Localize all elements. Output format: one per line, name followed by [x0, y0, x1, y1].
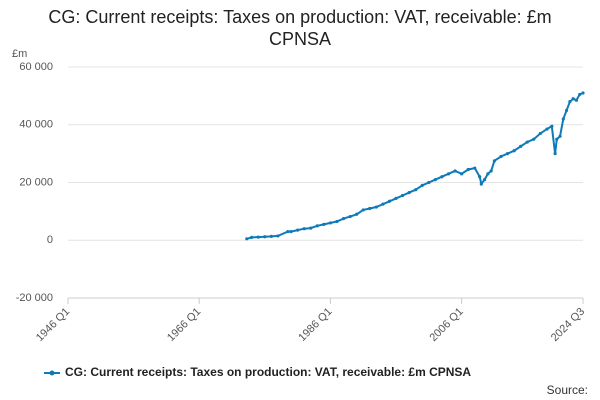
data-point [525, 140, 529, 144]
data-point [355, 212, 359, 216]
y-tick-label: 0 [47, 234, 53, 246]
data-point [512, 149, 516, 153]
data-point [519, 144, 523, 149]
data-point [361, 208, 365, 212]
data-point [289, 229, 293, 234]
x-tick-label: 1966 Q1 [165, 306, 203, 344]
data-point [263, 235, 267, 239]
data-point [256, 235, 260, 239]
y-tick-label: 20 000 [19, 176, 53, 188]
data-point [309, 226, 313, 230]
data-point [479, 182, 483, 186]
data-point [478, 175, 482, 179]
data-point [394, 196, 398, 200]
data-point [250, 235, 254, 239]
data-point [538, 131, 542, 136]
data-point [581, 91, 585, 95]
data-point [460, 172, 464, 176]
data-point [245, 237, 249, 241]
data-point [296, 228, 300, 232]
data-point [420, 183, 424, 187]
x-tick-label: 2006 Q1 [427, 306, 465, 344]
data-point [482, 178, 487, 182]
data-point [374, 205, 378, 209]
data-point [466, 167, 470, 172]
data-point [489, 169, 493, 173]
data-point [453, 169, 457, 173]
legend-marker [49, 370, 55, 376]
data-point [427, 180, 431, 185]
data-point [561, 117, 565, 121]
data-point [414, 188, 418, 192]
data-point [492, 159, 497, 163]
data-point [348, 214, 352, 219]
data-point [387, 199, 392, 203]
data-point [545, 127, 549, 131]
data-point [550, 124, 554, 128]
data-point [558, 134, 562, 138]
data-point [368, 206, 372, 211]
data-point [328, 221, 333, 225]
x-tick-label: 2024 Q3 [549, 306, 587, 344]
y-tick-label: 60 000 [19, 61, 53, 73]
data-point [335, 219, 339, 224]
data-point [407, 191, 411, 195]
data-point [341, 216, 346, 221]
data-point [578, 92, 582, 97]
data-point [322, 222, 326, 226]
data-point [574, 98, 579, 102]
data-point [276, 234, 280, 238]
source: Source: [547, 383, 588, 397]
x-tick-label: 1946 Q1 [34, 306, 72, 344]
data-point [440, 175, 444, 179]
data-point [505, 152, 510, 156]
data-point [286, 229, 290, 234]
chart-title: CG: Current receipts: Taxes on productio… [48, 7, 552, 49]
data-point [433, 178, 437, 182]
data-point [564, 108, 569, 112]
data-point [553, 152, 557, 156]
data-point [532, 137, 536, 141]
legend-label: CG: Current receipts: Taxes on productio… [65, 365, 471, 379]
data-point [499, 154, 503, 159]
data-point [568, 100, 572, 104]
x-tick-label: 1986 Q1 [296, 306, 334, 344]
y-axis-label: £m [12, 48, 27, 60]
data-point [315, 224, 319, 228]
y-tick-label: 40 000 [19, 119, 53, 131]
data-point [269, 234, 273, 238]
data-point [555, 137, 559, 141]
series-line [246, 92, 584, 240]
y-tick-label: -20 000 [16, 292, 53, 304]
data-point [446, 172, 451, 176]
data-point [302, 227, 306, 231]
data-point [400, 193, 405, 198]
data-point [473, 166, 477, 170]
data-point [381, 202, 385, 206]
data-point [571, 97, 575, 101]
data-point [486, 172, 490, 176]
